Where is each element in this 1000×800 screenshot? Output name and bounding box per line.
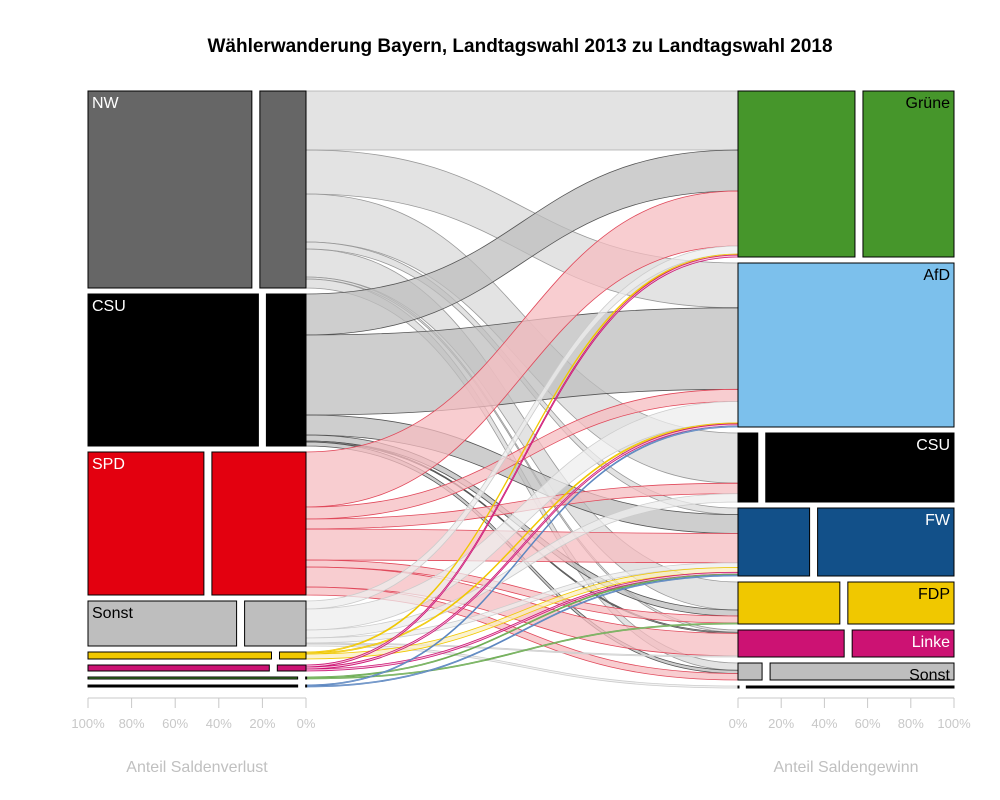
right-axis-title: Anteil Saldengewinn	[774, 759, 919, 776]
left-axis: Anteil Saldenverlust 100% 80% 60% 40% 20% 0%	[71, 698, 315, 776]
source-block-csu: CSU	[88, 294, 306, 446]
left-tick-label: 60%	[162, 716, 188, 731]
target-bar-share	[738, 686, 739, 688]
target-block-spd	[738, 686, 954, 688]
target-block-linke: Linke	[738, 630, 954, 657]
target-label-fdp: FDP	[918, 586, 950, 603]
left-tick-label: 0%	[297, 716, 316, 731]
target-bar-gain	[746, 686, 954, 688]
target-block-sonst: Sonst	[738, 663, 954, 684]
target-bar-share	[738, 663, 762, 680]
right-tick-label: 80%	[898, 716, 924, 731]
source-bar-share	[266, 294, 306, 446]
right-tick-label: 100%	[937, 716, 971, 731]
target-label-gruene: Grüne	[906, 95, 951, 112]
right-axis: Anteil Saldengewinn 0% 20% 40% 60% 80% 100%	[729, 698, 971, 776]
source-block-linke	[88, 665, 306, 671]
target-block-gruene: Grüne	[738, 91, 954, 257]
source-block-fdp	[88, 652, 306, 659]
left-tick-label: 80%	[119, 716, 145, 731]
left-tick-label: 100%	[71, 716, 105, 731]
source-bar-loss	[88, 665, 269, 671]
source-bar-loss	[88, 677, 298, 679]
left-tick-label: 40%	[206, 716, 232, 731]
target-bar-share	[738, 630, 844, 657]
source-bar-share	[245, 601, 306, 646]
source-bar-share	[306, 685, 307, 687]
right-tick-label: 40%	[811, 716, 837, 731]
chart-title: Wählerwanderung Bayern, Landtagswahl 201…	[207, 36, 832, 57]
source-bar-loss	[88, 652, 271, 659]
source-bar-share	[277, 665, 306, 671]
source-block-spd: SPD	[88, 452, 306, 595]
target-label-sonst: Sonst	[909, 667, 950, 684]
source-blocks: NW CSU SPD Sonst	[88, 91, 307, 687]
source-label-nw: NW	[92, 95, 120, 112]
source-label-sonst: Sonst	[92, 605, 133, 622]
source-bar-loss	[88, 685, 298, 687]
target-block-fw: FW	[738, 508, 954, 576]
source-bar-share	[279, 652, 306, 659]
source-bar-loss	[88, 294, 258, 446]
target-bar-gain	[738, 263, 954, 427]
source-label-csu: CSU	[92, 298, 126, 315]
target-bar-share	[738, 508, 810, 576]
target-label-linke: Linke	[912, 634, 950, 651]
source-bar-share	[212, 452, 306, 595]
left-axis-title: Anteil Saldenverlust	[126, 759, 268, 776]
left-tick-label: 20%	[249, 716, 275, 731]
source-block-sonst: Sonst	[88, 601, 306, 646]
source-bar-loss	[88, 452, 204, 595]
target-label-csu: CSU	[916, 437, 950, 454]
right-tick-label: 60%	[855, 716, 881, 731]
source-block-nw: NW	[88, 91, 306, 288]
right-tick-label: 0%	[729, 716, 748, 731]
target-block-afd: AfD	[738, 263, 954, 427]
target-label-afd: AfD	[923, 267, 950, 284]
flow-nw-to-gruene	[306, 91, 738, 150]
source-bar-loss	[88, 91, 252, 288]
target-bar-share	[738, 91, 855, 257]
source-block-gruene	[88, 677, 307, 679]
target-block-fdp: FDP	[738, 582, 954, 624]
target-bar-share	[738, 582, 840, 624]
target-bar-gain	[863, 91, 954, 257]
target-bar-share	[738, 433, 758, 502]
target-block-csu: CSU	[738, 433, 954, 502]
target-label-fw: FW	[925, 512, 951, 529]
target-blocks: Grüne AfD CSU FW FDP Linke Sonst	[738, 91, 954, 688]
source-bar-share	[306, 677, 307, 679]
source-bar-share	[260, 91, 306, 288]
right-tick-label: 20%	[768, 716, 794, 731]
flow-ribbons	[306, 91, 738, 688]
source-block-afd	[88, 685, 307, 687]
source-label-spd: SPD	[92, 456, 125, 473]
